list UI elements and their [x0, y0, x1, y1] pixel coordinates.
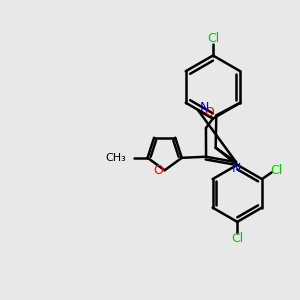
Text: Cl: Cl	[270, 164, 283, 177]
Text: N: N	[232, 162, 242, 175]
Text: Cl: Cl	[231, 232, 243, 245]
Text: N: N	[200, 100, 209, 114]
Text: O: O	[205, 106, 214, 119]
Text: CH₃: CH₃	[105, 153, 126, 163]
Text: O: O	[154, 164, 164, 177]
Text: Cl: Cl	[207, 32, 219, 45]
